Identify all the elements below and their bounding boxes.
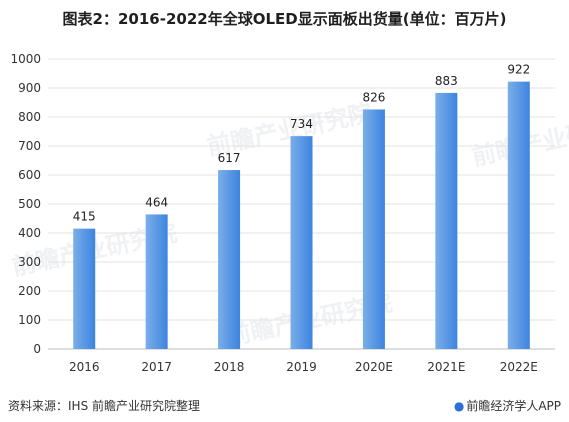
bar-2022E [507,81,530,350]
y-tick-label: 0 [33,342,41,356]
y-tick-label: 1000 [10,52,41,66]
x-tick-label: 2019 [286,360,317,374]
x-tick-label: 2017 [141,360,172,374]
bar-2016 [73,228,96,349]
bar-2021E [435,92,458,350]
x-axis-ticks: 2016 2017 2018 2019 2020E 2021E 2022E [69,360,538,374]
data-label: 922 [507,63,530,77]
y-tick-label: 200 [18,284,41,298]
chart-title: 图表2：2016-2022年全球OLED显示面板出货量(单位：百万片) [62,10,507,28]
y-axis-ticks: 0 100 200 300 400 500 600 700 800 900 1000 [10,52,41,356]
x-tick-label: 2021E [427,360,465,374]
x-tick-label: 2022E [500,360,538,374]
data-label: 415 [73,210,96,224]
data-label: 826 [362,90,385,104]
brand-note: ● 前瞻经济学人APP [454,397,561,414]
brand-name: 前瞻经济学人APP [466,399,561,413]
y-tick-label: 500 [18,197,41,211]
y-tick-label: 700 [18,139,41,153]
data-label: 734 [290,117,313,131]
x-tick-label: 2020E [355,360,393,374]
source-note: 资料来源：IHS 前瞻产业研究院整理 [8,399,200,413]
x-tick-label: 2016 [69,360,100,374]
data-labels: 415 464 617 734 826 883 922 [73,63,530,224]
x-tick-label: 2018 [214,360,245,374]
bar-2017 [145,214,168,349]
data-label: 464 [145,195,168,209]
bar-2020E [362,109,385,350]
data-label: 617 [218,151,241,165]
data-label: 883 [435,74,458,88]
brand-logo-icon: ● [453,399,465,413]
bar-2018 [218,170,241,349]
y-tick-label: 400 [18,226,41,240]
bar-2019 [290,136,313,349]
y-tick-label: 800 [18,110,41,124]
y-tick-label: 100 [18,313,41,327]
bars [73,81,530,350]
y-tick-label: 300 [18,255,41,269]
y-tick-label: 600 [18,168,41,182]
y-tick-label: 900 [18,81,41,95]
